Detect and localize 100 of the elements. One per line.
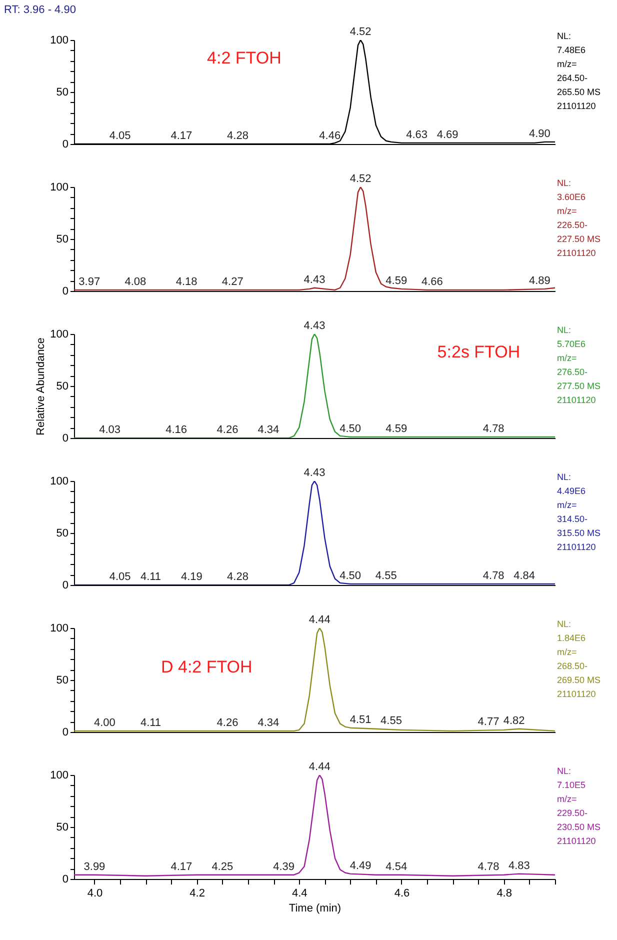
text: NL: <box>557 766 572 776</box>
text: 3.60E6 <box>557 192 586 202</box>
text: 4.49E6 <box>557 486 586 496</box>
annotation: 4.19 <box>180 571 202 583</box>
annotation: 4.50 <box>340 422 362 435</box>
annotation: 4.26 <box>216 716 238 729</box>
annotation: 4.78 <box>482 422 504 435</box>
text: 269.50 MS <box>557 675 601 685</box>
annotation: 4.44 <box>308 761 330 773</box>
x-tick-label: 4.6 <box>394 888 410 900</box>
y-tick-label: 100 <box>50 770 68 782</box>
annotation: 4.39 <box>273 860 295 873</box>
x-tick-label: 4.0 <box>87 888 103 900</box>
annotation: 4.78 <box>482 570 504 582</box>
line-series <box>74 775 555 876</box>
y-tick-label: 0 <box>62 726 68 738</box>
annotation: 4.28 <box>227 130 248 142</box>
y-tick-label: 50 <box>56 822 68 834</box>
annotation: 4.52 <box>350 26 372 38</box>
annotation: 4.69 <box>436 128 458 141</box>
text: 265.50 MS <box>557 87 601 97</box>
text: 226.50- <box>557 220 588 230</box>
text: 230.50 MS <box>557 822 601 832</box>
annotation: 4.46 <box>319 130 341 142</box>
y-tick-label: 50 <box>56 234 68 246</box>
annotation: 4.83 <box>508 860 530 872</box>
x-tick-label: 4.2 <box>190 888 205 900</box>
text: 7.48E6 <box>557 45 586 55</box>
annotation: 4.54 <box>386 860 408 873</box>
text: 5.70E6 <box>557 339 586 349</box>
text: 7.10E5 <box>557 780 586 790</box>
text: m/z= <box>557 794 577 804</box>
annotation: 4.18 <box>176 276 198 288</box>
y-tick-label: 0 <box>62 432 68 444</box>
annotation: 4.03 <box>99 424 121 436</box>
y-tick-label: 50 <box>56 380 68 392</box>
text: 264.50- <box>557 73 588 83</box>
annotation: 4.51 <box>350 714 372 726</box>
annotation: 4.43 <box>304 467 326 479</box>
y-tick-label: 100 <box>50 182 68 194</box>
annotation: 4.55 <box>380 714 402 727</box>
annotation: 4.84 <box>514 570 536 582</box>
annotation: 4.89 <box>528 274 550 287</box>
y-tick-label: 100 <box>50 328 68 340</box>
y-tick-label: 50 <box>56 86 68 98</box>
text: NL: <box>557 325 572 335</box>
annotation: 4.26 <box>216 424 238 436</box>
y-tick-label: 100 <box>50 34 68 46</box>
line-series <box>74 187 555 291</box>
annotation: 4.49 <box>350 860 372 872</box>
text: 227.50 MS <box>557 234 601 244</box>
annotation: 4.27 <box>222 276 244 288</box>
annotation: 4.90 <box>528 128 550 140</box>
x-tick-label: 4.4 <box>292 888 308 900</box>
annotation: 4.16 <box>166 424 188 436</box>
text: m/z= <box>557 500 577 510</box>
annotation: 4.00 <box>94 716 116 729</box>
x-tick-label: 4.8 <box>496 888 512 900</box>
line-series <box>74 628 555 732</box>
y-tick-label: 0 <box>62 580 68 592</box>
text: NL: <box>557 472 572 482</box>
x-axis-title: Time (min) <box>288 902 342 914</box>
annotation: 4.08 <box>124 276 146 288</box>
text: 268.50- <box>557 661 588 671</box>
text: 21101120 <box>557 101 596 111</box>
y-tick-label: 100 <box>50 476 68 488</box>
text: m/z= <box>557 353 577 363</box>
annotation: 4.17 <box>170 860 192 873</box>
text: 229.50- <box>557 808 588 818</box>
annotation: 4.43 <box>304 274 326 286</box>
text: NL: <box>557 31 572 41</box>
y-tick-label: 100 <box>50 622 68 634</box>
y-tick-label: 50 <box>56 674 68 686</box>
annotation: 4.05 <box>109 130 131 142</box>
chart-title: RT: 3.96 - 4.90 <box>4 4 76 16</box>
text: m/z= <box>557 206 577 216</box>
text: 21101120 <box>557 689 596 699</box>
annotation: 3.97 <box>78 276 100 288</box>
annotation: 4.66 <box>421 276 443 288</box>
text: 315.50 MS <box>557 528 601 538</box>
annotation: 4.43 <box>304 320 326 332</box>
annotation: 4.50 <box>340 570 362 582</box>
text: 314.50- <box>557 514 588 524</box>
text: NL: <box>557 178 572 188</box>
y-axis-title: Relative Abundance <box>35 338 48 436</box>
annotation: 4.05 <box>109 571 131 583</box>
y-tick-label: 0 <box>62 874 68 886</box>
annotation: 4.44 <box>308 614 330 626</box>
text: 1.84E6 <box>557 633 586 643</box>
text: 21101120 <box>557 836 596 846</box>
annotation: 4.28 <box>227 571 248 583</box>
text: 4:2 FTOH <box>207 48 282 68</box>
annotation: 4.77 <box>478 716 500 728</box>
text: D 4:2 FTOH <box>160 658 252 677</box>
text: 21101120 <box>557 248 596 258</box>
y-tick-label: 0 <box>62 286 68 298</box>
line-series <box>74 481 555 585</box>
annotation: 4.17 <box>170 130 192 142</box>
annotation: 4.34 <box>258 424 280 436</box>
line-series <box>74 334 555 438</box>
